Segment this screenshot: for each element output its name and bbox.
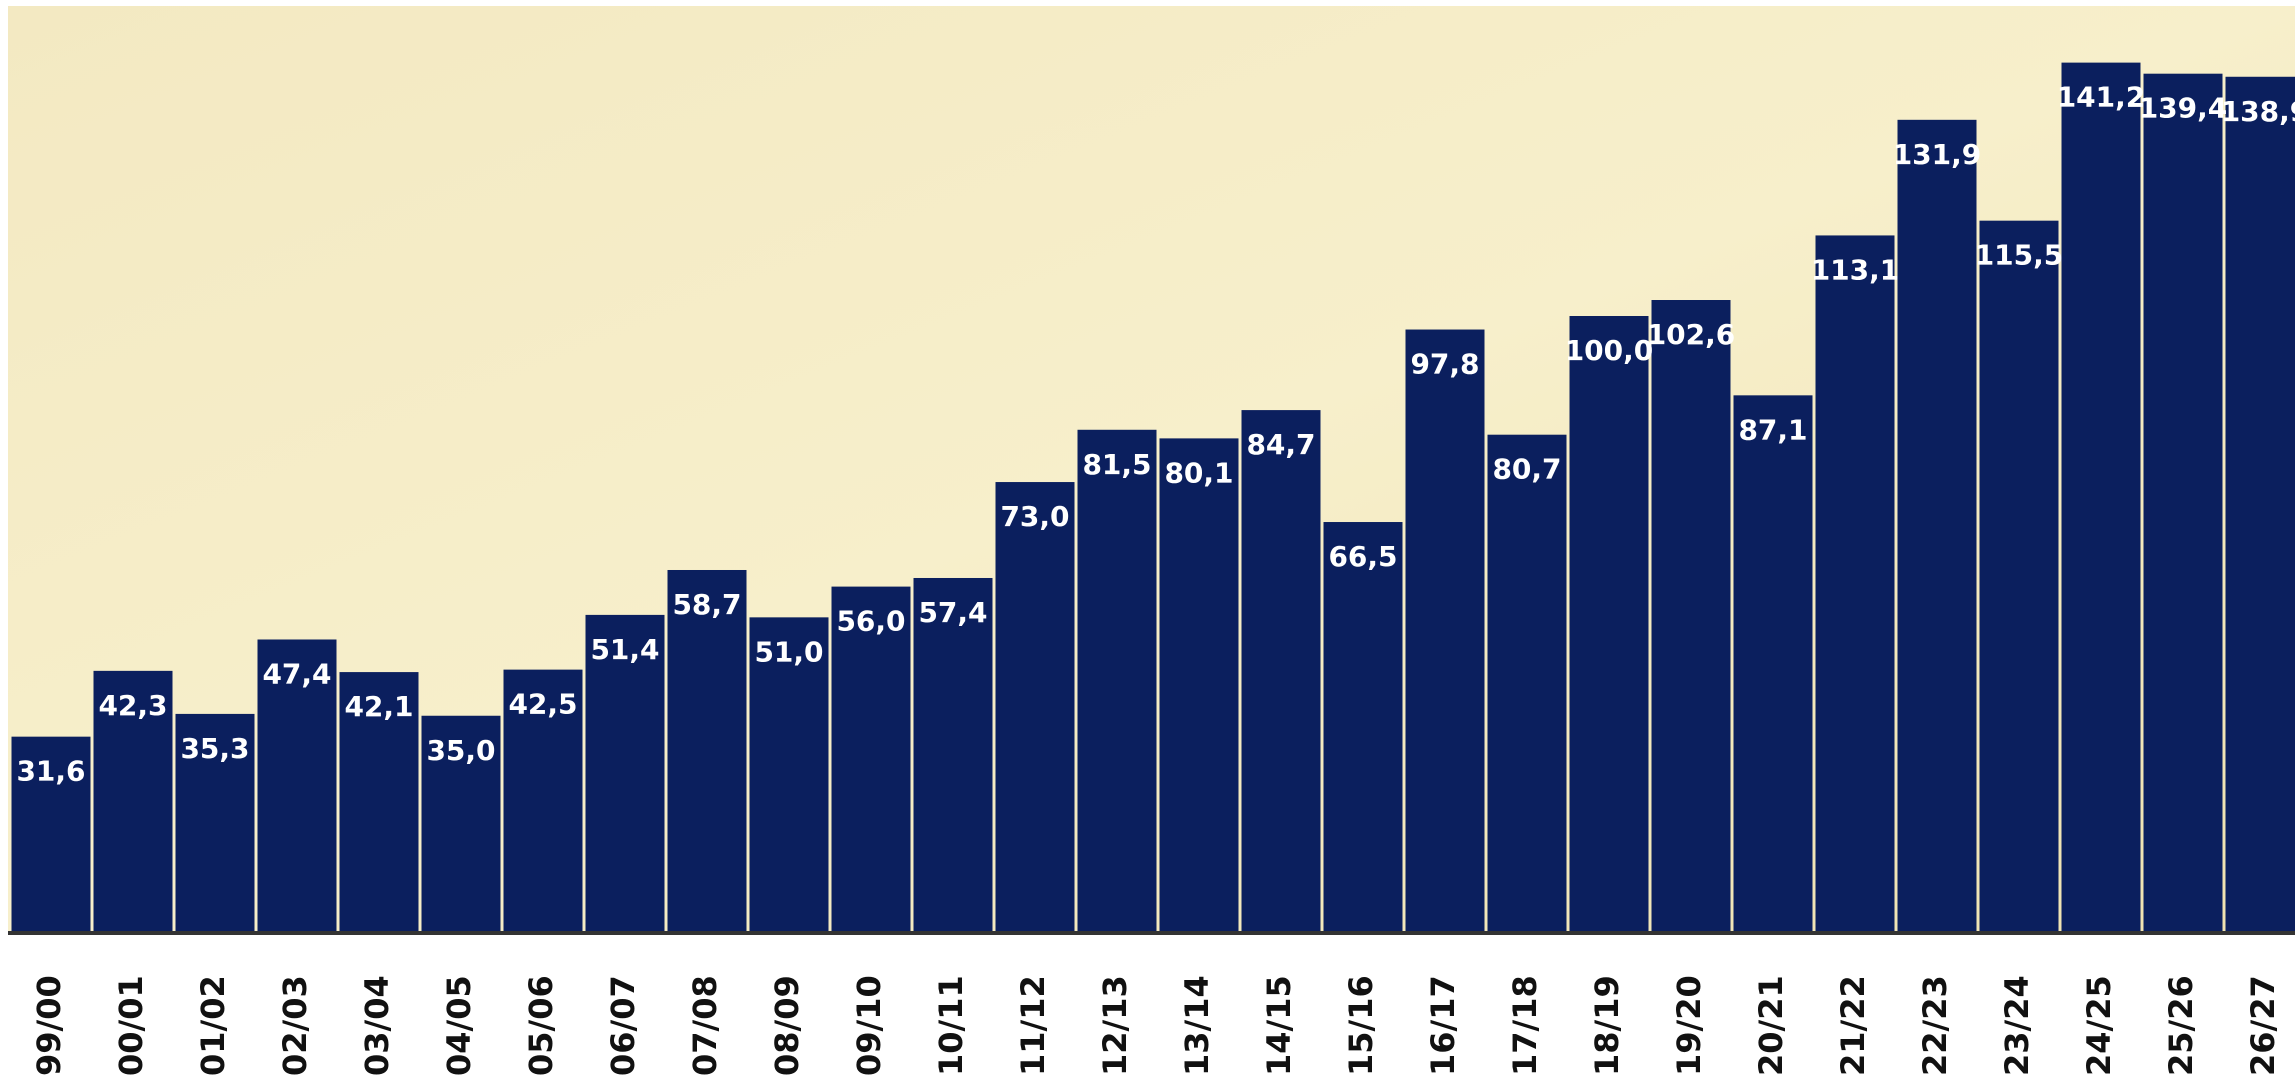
- value-label: 51,4: [590, 633, 659, 666]
- x-tick-label: 24/25: [2080, 975, 2118, 1076]
- value-label: 42,1: [344, 690, 413, 723]
- bar: [1077, 429, 1157, 931]
- bar: [1159, 438, 1239, 931]
- bar: [1979, 220, 2059, 932]
- value-label: 31,6: [16, 755, 85, 788]
- x-tick-label: 08/09: [768, 975, 806, 1076]
- value-label: 139,4: [2139, 92, 2228, 125]
- x-tick-label: 16/17: [1424, 975, 1462, 1076]
- bar: [257, 639, 337, 931]
- bar: [2143, 73, 2223, 931]
- value-label: 113,1: [1811, 253, 1900, 286]
- bar: [1323, 522, 1403, 931]
- x-tick-label: 01/02: [194, 975, 232, 1076]
- x-tick-label: 10/11: [932, 975, 970, 1076]
- x-tick-label: 13/14: [1178, 975, 1216, 1076]
- value-label: 58,7: [672, 588, 741, 621]
- value-label: 51,0: [754, 635, 823, 668]
- value-label: 141,2: [2057, 81, 2146, 114]
- bar: [667, 569, 747, 931]
- value-label: 56,0: [836, 605, 905, 638]
- value-label: 42,3: [98, 689, 167, 722]
- value-label: 73,0: [1000, 500, 1069, 533]
- x-tick-label: 03/04: [358, 975, 396, 1076]
- x-tick-label: 20/21: [1752, 975, 1790, 1076]
- x-tick-label: 00/01: [112, 975, 150, 1076]
- x-tick-label: 14/15: [1260, 975, 1298, 1076]
- value-label: 66,5: [1328, 540, 1397, 573]
- value-label: 35,0: [426, 734, 495, 767]
- bar: [2225, 76, 2295, 931]
- value-label: 57,4: [918, 596, 987, 629]
- bar: [995, 482, 1075, 931]
- value-label: 80,1: [1164, 456, 1233, 489]
- x-tick-label: 11/12: [1014, 975, 1052, 1076]
- value-label: 97,8: [1410, 348, 1479, 381]
- x-tick-label: 07/08: [686, 975, 724, 1076]
- bars: [11, 62, 2295, 932]
- x-tick-label: 25/26: [2162, 975, 2200, 1076]
- x-tick-label: 19/20: [1670, 975, 1708, 1076]
- x-tick-label: 26/27: [2244, 975, 2282, 1076]
- x-tick-label: 12/13: [1096, 975, 1134, 1076]
- bar: [1405, 329, 1485, 931]
- bar: [93, 670, 173, 931]
- bar: [831, 586, 911, 931]
- x-tick-label: 05/06: [522, 975, 560, 1076]
- x-tick-label: 02/03: [276, 975, 314, 1076]
- value-label: 35,3: [180, 732, 249, 765]
- value-label: 131,9: [1893, 138, 1982, 171]
- bar: [2061, 62, 2141, 932]
- bar: [749, 617, 829, 931]
- value-label: 80,7: [1492, 453, 1561, 486]
- x-tick-label: 17/18: [1506, 975, 1544, 1076]
- bar: [1651, 300, 1731, 931]
- x-tick-label: 18/19: [1588, 975, 1626, 1076]
- value-label: 100,0: [1565, 334, 1654, 367]
- value-label: 102,6: [1647, 318, 1736, 351]
- x-tick-label: 22/23: [1916, 975, 1954, 1076]
- bar: [913, 577, 993, 931]
- bar: [1241, 410, 1321, 932]
- x-tick-label: 23/24: [1998, 975, 2036, 1076]
- x-tick-label: 09/10: [850, 975, 888, 1076]
- bar: [11, 736, 91, 931]
- x-tick-label: 04/05: [440, 975, 478, 1076]
- x-tick-label: 21/22: [1834, 975, 1872, 1076]
- value-label: 87,1: [1738, 413, 1807, 446]
- value-label: 81,5: [1082, 448, 1151, 481]
- x-tick-label: 15/16: [1342, 975, 1380, 1076]
- bar: [1487, 434, 1567, 931]
- bar: [1815, 235, 1895, 931]
- value-label: 138,9: [2221, 95, 2295, 128]
- bar: [585, 614, 665, 931]
- value-label: 115,5: [1975, 239, 2064, 272]
- bar: [421, 715, 501, 931]
- bar: [339, 672, 419, 931]
- x-tick-label: 99/00: [30, 975, 68, 1076]
- bar: [503, 669, 583, 931]
- bar: [175, 713, 255, 931]
- x-tick-label: 06/07: [604, 975, 642, 1076]
- value-label: 42,5: [508, 688, 577, 721]
- bar: [1897, 119, 1977, 931]
- bar: [1733, 395, 1813, 932]
- bar: [1569, 316, 1649, 931]
- value-label: 47,4: [262, 657, 331, 690]
- value-label: 84,7: [1246, 428, 1315, 461]
